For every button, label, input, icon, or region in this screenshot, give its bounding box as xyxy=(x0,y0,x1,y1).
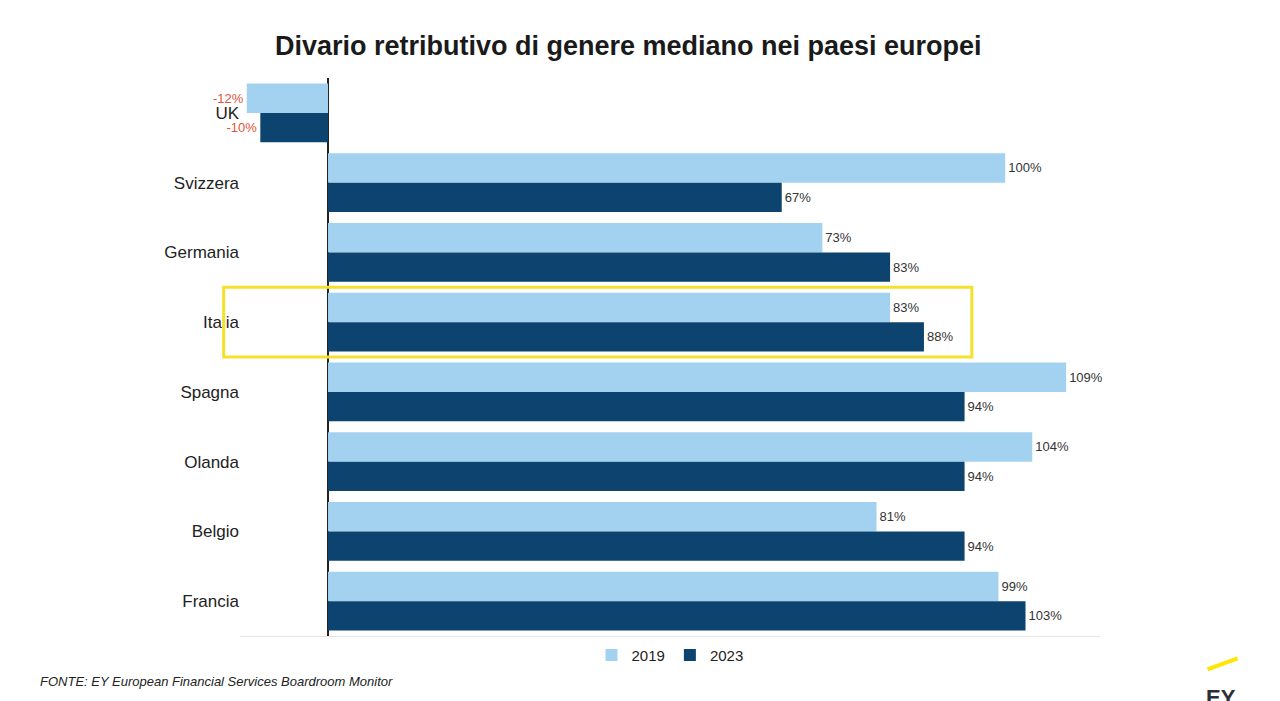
svg-text:FONTE: EY European Financial S: FONTE: EY European Financial Services Bo… xyxy=(40,674,393,689)
svg-text:83%: 83% xyxy=(893,260,919,275)
svg-text:73%: 73% xyxy=(825,230,851,245)
svg-text:UK: UK xyxy=(215,104,239,123)
svg-text:88%: 88% xyxy=(927,329,953,344)
svg-text:Svizzera: Svizzera xyxy=(174,174,240,193)
svg-text:94%: 94% xyxy=(968,469,994,484)
svg-text:-12%: -12% xyxy=(213,91,244,106)
svg-text:100%: 100% xyxy=(1008,160,1042,175)
svg-text:Olanda: Olanda xyxy=(184,453,239,472)
svg-text:109%: 109% xyxy=(1069,370,1103,385)
svg-text:103%: 103% xyxy=(1029,608,1063,623)
svg-text:83%: 83% xyxy=(893,300,919,315)
svg-text:67%: 67% xyxy=(785,190,811,205)
svg-text:Divario retributivo di genere: Divario retributivo di genere mediano ne… xyxy=(275,31,982,61)
svg-text:EY: EY xyxy=(1206,685,1236,701)
svg-text:2019: 2019 xyxy=(632,647,665,664)
svg-text:Spagna: Spagna xyxy=(180,383,239,402)
svg-text:104%: 104% xyxy=(1035,439,1069,454)
svg-text:-10%: -10% xyxy=(227,120,258,135)
svg-text:Italia: Italia xyxy=(203,313,239,332)
svg-text:2023: 2023 xyxy=(710,647,743,664)
svg-text:99%: 99% xyxy=(1001,579,1027,594)
svg-text:81%: 81% xyxy=(880,509,906,524)
svg-text:94%: 94% xyxy=(968,399,994,414)
svg-text:94%: 94% xyxy=(968,539,994,554)
svg-text:Germania: Germania xyxy=(164,243,239,262)
svg-text:Belgio: Belgio xyxy=(192,522,239,541)
svg-text:Francia: Francia xyxy=(182,592,239,611)
